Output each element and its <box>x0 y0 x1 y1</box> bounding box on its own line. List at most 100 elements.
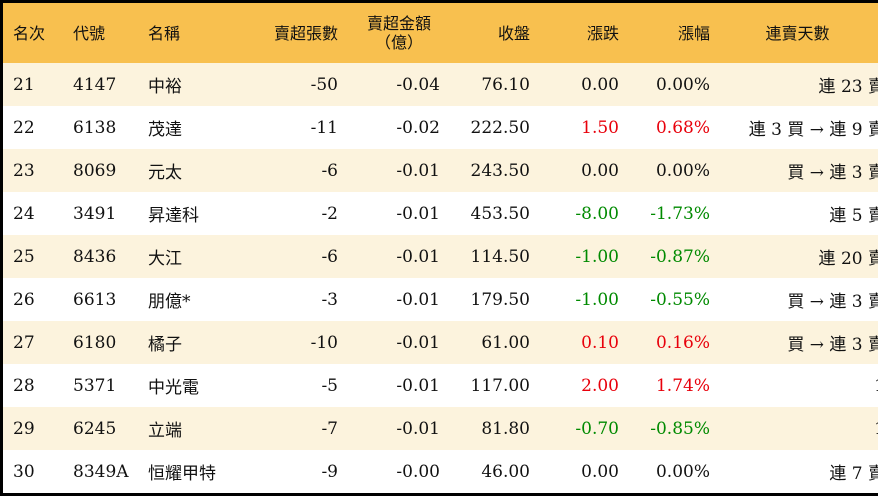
cell-streak: 買 → 連 3 賣 <box>787 335 878 355</box>
cell-change: 2.00 <box>581 375 619 396</box>
cell-name: 昇達科 <box>148 206 199 226</box>
cell-close: 76.10 <box>481 74 530 95</box>
header-name: 名稱 <box>148 23 181 43</box>
table-row[interactable]: 28 5371 中光電 -5 -0.01 117.00 2.00 1.74%1 <box>3 364 878 407</box>
table-row[interactable]: 25 8436 大江 -6 -0.01 114.50 -1.00 -0.87% 連 20 賣 <box>3 235 878 278</box>
cell-code: 5371 <box>73 375 117 396</box>
table-row[interactable]: 27 6180 橘子 -10 -0.01 61.00 0.10 0.16% 買 → 連 3 賣 <box>3 321 878 364</box>
cell-shares: -2 <box>321 203 338 224</box>
cell-change: 0.00 <box>581 461 619 482</box>
cell-pct: -0.85% <box>650 418 710 439</box>
cell-amount: -0.01 <box>396 246 440 267</box>
cell-streak: 連 20 賣 <box>818 249 878 269</box>
cell-amount: -0.01 <box>396 375 440 396</box>
cell-change: -8.00 <box>575 203 619 224</box>
header-change: 漲跌 <box>586 23 619 43</box>
cell-streak: 連 7 賣 <box>829 464 878 484</box>
net-sell-ranking-table: 名次 代號 名稱 賣超張數 賣超金額 （億） 收盤 漲跌 漲幅 連賣天數 21 41… <box>3 3 878 493</box>
cell-shares: -50 <box>310 74 338 95</box>
table-row[interactable]: 24 3491 昇達科 -2 -0.01 453.50 -8.00 -1.73% 連 5 賣 <box>3 192 878 235</box>
table-row[interactable]: 21 4147 中裕 -50 -0.04 76.10 0.00 0.00% 連 23 賣 <box>3 63 878 106</box>
cell-amount: -0.01 <box>396 289 440 310</box>
cell-close: 179.50 <box>470 289 530 310</box>
cell-amount: -0.01 <box>396 160 440 181</box>
cell-pct: 0.68% <box>655 117 710 138</box>
cell-change: -0.70 <box>575 418 619 439</box>
cell-pct: 0.00% <box>655 74 710 95</box>
cell-name: 橘子 <box>148 335 182 355</box>
cell-amount: -0.01 <box>396 203 440 224</box>
cell-code: 3491 <box>73 203 117 224</box>
cell-close: 222.50 <box>470 117 530 138</box>
cell-pct: 0.00% <box>655 461 710 482</box>
cell-amount: -0.01 <box>396 418 440 439</box>
cell-shares: -3 <box>321 289 338 310</box>
cell-close: 46.00 <box>481 461 530 482</box>
cell-name: 立端 <box>148 421 182 441</box>
cell-amount: -0.02 <box>396 117 440 138</box>
cell-name: 恒耀甲特 <box>148 464 216 484</box>
cell-shares: -5 <box>321 375 338 396</box>
header-shares: 賣超張數 <box>273 23 338 43</box>
cell-name: 中裕 <box>148 77 182 97</box>
cell-shares: -11 <box>310 117 338 138</box>
header-streak: 連賣天數 <box>765 23 830 43</box>
cell-shares: -10 <box>310 332 338 353</box>
cell-close: 81.80 <box>481 418 530 439</box>
cell-change: -1.00 <box>575 289 619 310</box>
cell-name: 元太 <box>148 163 182 183</box>
cell-streak: 1 <box>710 364 878 407</box>
header-rank: 名次 <box>13 23 46 43</box>
cell-rank: 24 <box>13 203 35 224</box>
table-row[interactable]: 26 6613 朋億* -3 -0.01 179.50 -1.00 -0.55% 買 → 連 3… <box>3 278 878 321</box>
table-row[interactable]: 23 8069 元太 -6 -0.01 243.50 0.00 0.00% 買 → 連 3 賣 <box>3 149 878 192</box>
cell-shares: -6 <box>321 246 338 267</box>
cell-rank: 21 <box>13 74 35 95</box>
cell-streak: 買 → 連 3 賣 <box>787 292 878 312</box>
cell-pct: 0.00% <box>655 160 710 181</box>
cell-rank: 27 <box>13 332 35 353</box>
cell-code: 6138 <box>73 117 117 138</box>
cell-close: 61.00 <box>481 332 530 353</box>
cell-name: 中光電 <box>148 378 199 398</box>
cell-rank: 25 <box>13 246 35 267</box>
cell-streak: 1 <box>710 407 878 450</box>
cell-rank: 29 <box>13 418 35 439</box>
cell-pct: 1.74% <box>655 375 710 396</box>
cell-code: 6613 <box>73 289 117 310</box>
cell-streak: 連 3 買 → 連 9 賣 <box>748 120 878 140</box>
cell-rank: 23 <box>13 160 35 181</box>
cell-shares: -7 <box>321 418 338 439</box>
header-pct: 漲幅 <box>677 23 710 43</box>
table-row[interactable]: 30 8349A 恒耀甲特 -9 -0.00 46.00 0.00 0.00% 連 7 賣 <box>3 450 878 493</box>
cell-code: 4147 <box>73 74 117 95</box>
cell-change: -1.00 <box>575 246 619 267</box>
cell-close: 243.50 <box>470 160 530 181</box>
cell-change: 0.00 <box>581 74 619 95</box>
cell-amount: -0.00 <box>396 461 440 482</box>
header-close: 收盤 <box>497 23 530 43</box>
cell-code: 8349A <box>73 461 129 482</box>
cell-close: 117.00 <box>470 375 530 396</box>
cell-rank: 28 <box>13 375 35 396</box>
header-row: 名次 代號 名稱 賣超張數 賣超金額 （億） 收盤 漲跌 漲幅 連賣天數 <box>3 3 878 63</box>
cell-rank: 26 <box>13 289 35 310</box>
cell-amount: -0.04 <box>396 74 440 95</box>
cell-code: 6180 <box>73 332 117 353</box>
cell-rank: 30 <box>13 461 35 482</box>
cell-pct: -0.87% <box>650 246 710 267</box>
table-row[interactable]: 29 6245 立端 -7 -0.01 81.80 -0.70 -0.85%1 <box>3 407 878 450</box>
cell-close: 114.50 <box>470 246 530 267</box>
table-row[interactable]: 22 6138 茂達 -11 -0.02 222.50 1.50 0.68% 連 3 買 → 連… <box>3 106 878 149</box>
cell-pct: -0.55% <box>650 289 710 310</box>
cell-code: 6245 <box>73 418 117 439</box>
cell-pct: -1.73% <box>650 203 710 224</box>
header-amount: 賣超金額 （億） <box>338 3 440 63</box>
cell-rank: 22 <box>13 117 35 138</box>
cell-name: 朋億* <box>148 292 191 312</box>
header-amount-line2: （億） <box>374 33 423 52</box>
cell-code: 8069 <box>73 160 117 181</box>
cell-shares: -9 <box>321 461 338 482</box>
cell-streak: 買 → 連 3 賣 <box>787 163 878 183</box>
